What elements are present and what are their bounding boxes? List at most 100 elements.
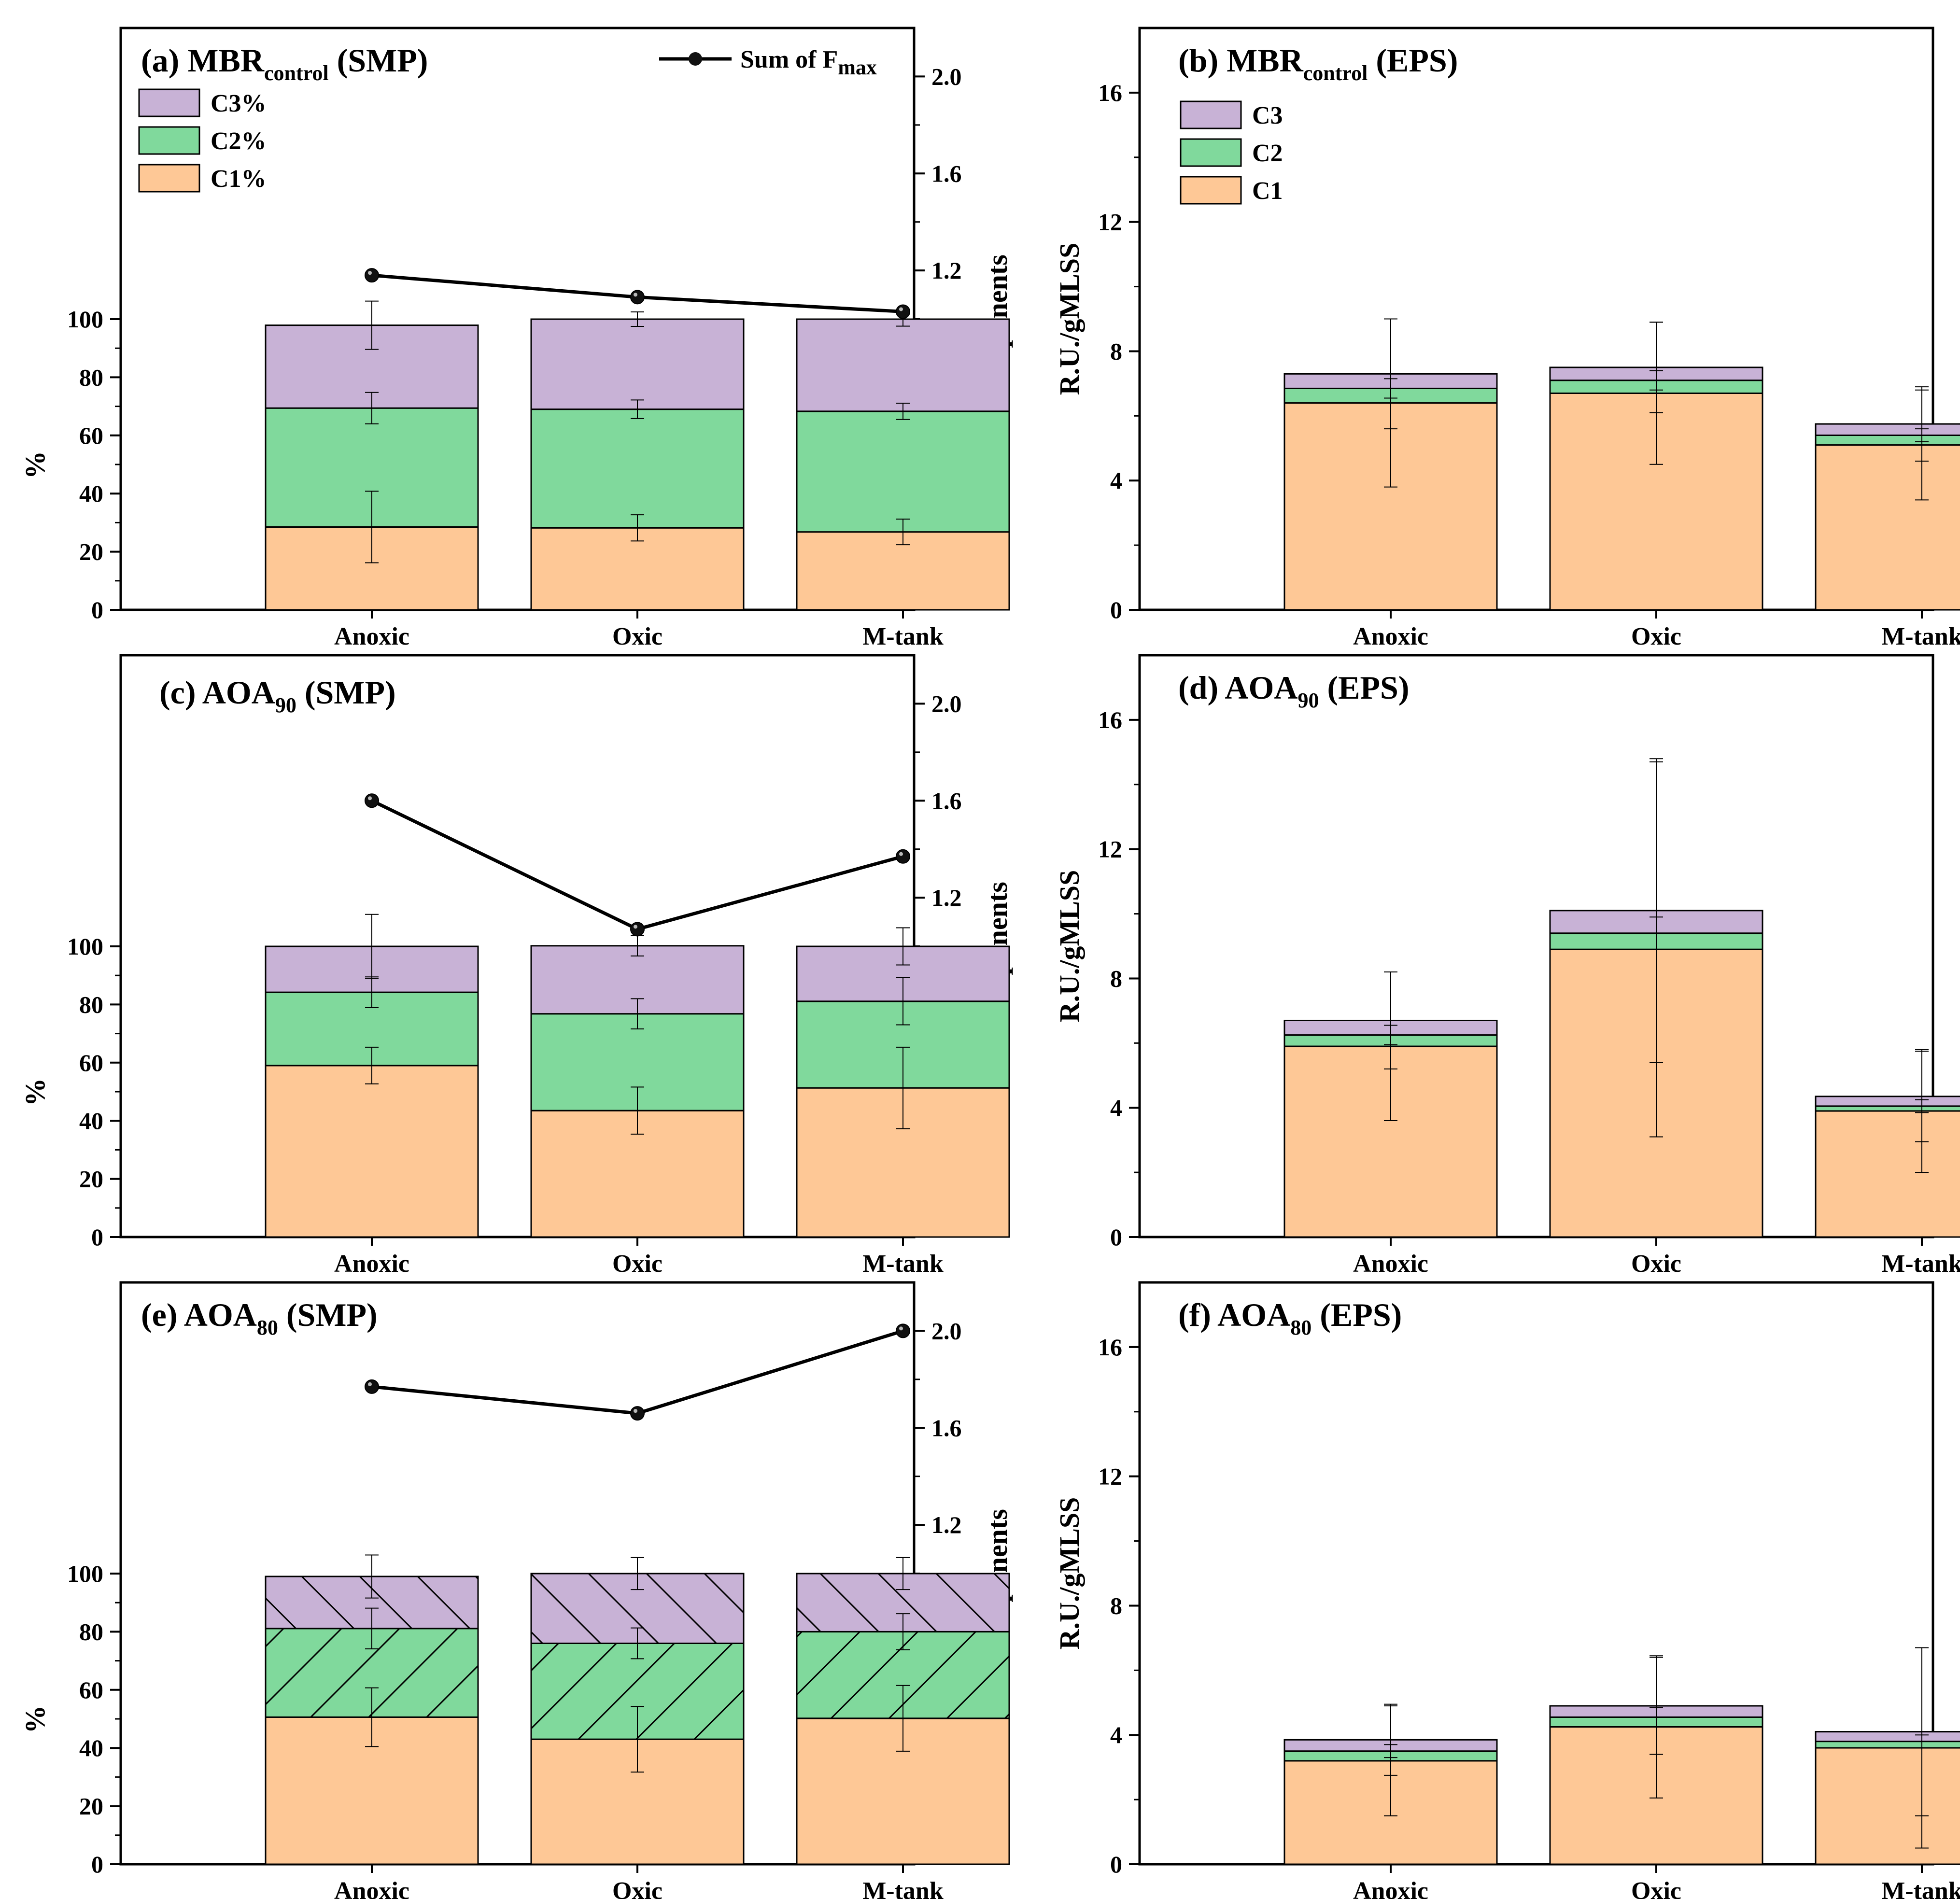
y2-tick-label: 2.0 <box>931 690 962 717</box>
y-tick-label: 40 <box>79 1107 103 1134</box>
bar-c3pct <box>796 318 1010 412</box>
y-tick-label: 0 <box>91 1851 103 1878</box>
x-tick-label: M-tank <box>1881 623 1960 650</box>
bar-c1 <box>1815 444 1960 611</box>
legend-line-main: Sum of F <box>740 46 838 73</box>
x-tick-label: Oxic <box>612 623 663 650</box>
y-tick-label: 20 <box>79 538 103 565</box>
sum-point <box>896 849 910 864</box>
title-main: (a) MBR <box>141 42 265 79</box>
x-tick-label: M-tank <box>1881 1250 1960 1278</box>
x-tick-label: Anoxic <box>334 623 409 650</box>
y-tick-label: 8 <box>1110 1592 1122 1619</box>
legend-swatch <box>138 88 200 117</box>
y-tick-label: 100 <box>67 933 103 960</box>
legend-swatch <box>1180 100 1242 129</box>
y-tick-label: 20 <box>79 1166 103 1193</box>
legend-label: C2% <box>211 127 267 155</box>
y-tick-label: 4 <box>1110 1094 1122 1121</box>
legend-line-sub: max <box>838 56 877 79</box>
y2-tick-label: 2.0 <box>931 63 962 90</box>
legend-swatch <box>1180 176 1242 205</box>
y2-tick-label: 1.6 <box>931 1414 962 1441</box>
y-tick-label: 0 <box>1110 596 1122 623</box>
panel-title: (c) AOA90 (SMP) <box>159 674 396 717</box>
legend-swatch <box>1180 138 1242 167</box>
title-main: (f) AOA <box>1178 1296 1290 1333</box>
y-tick-label: 16 <box>1098 1334 1122 1361</box>
plot-frame <box>119 1281 916 1866</box>
y2-tick-label: 1.6 <box>931 160 962 187</box>
title-subscript: 80 <box>1290 1316 1311 1339</box>
legend-label: C3% <box>211 90 267 117</box>
y-tick-label: 4 <box>1110 467 1122 494</box>
plot-frame <box>119 654 916 1238</box>
title-subscript: 90 <box>275 693 296 717</box>
x-tick-label: M-tank <box>862 1877 944 1899</box>
title-tail: (SMP) <box>278 1296 378 1333</box>
bar-c3 <box>1815 1096 1960 1107</box>
y2-tick-label: 1.2 <box>931 257 962 284</box>
bar-c1pct <box>530 527 745 611</box>
title-main: (c) AOA <box>159 674 275 711</box>
sum-point <box>896 304 910 319</box>
legend-label: C1% <box>211 165 267 193</box>
y2-tick-label: 2.0 <box>931 1317 962 1344</box>
y-tick-label: 12 <box>1098 836 1122 863</box>
plot-frame <box>1138 654 1934 1238</box>
x-tick-label: Anoxic <box>1353 1877 1428 1899</box>
bar-c1pct <box>265 1065 479 1238</box>
legend-swatch <box>138 164 200 193</box>
title-tail: (EPS) <box>1319 669 1409 706</box>
x-tick-label: Oxic <box>1631 623 1681 650</box>
sum-point <box>365 1379 379 1394</box>
y-axis-label: R.U./gMLSS <box>1054 1497 1085 1650</box>
title-subscript: control <box>264 61 329 85</box>
panel-d: 0 4 8 12 16 R.U./gMLSS Anoxic Oxic M-tank (d) AOA… <box>1054 654 1960 1278</box>
title-subscript: 80 <box>257 1316 278 1339</box>
y-axis-label: % <box>19 1705 51 1733</box>
x-tick-label: Anoxic <box>1353 1250 1428 1278</box>
y-tick-label: 60 <box>79 422 103 449</box>
y-axis-label: R.U./gMLSS <box>1054 243 1085 395</box>
title-tail: (SMP) <box>329 42 428 79</box>
plot-frame <box>1138 27 1934 611</box>
x-tick-label: M-tank <box>862 623 944 650</box>
title-tail: (EPS) <box>1368 42 1458 79</box>
y-axis-label: R.U./gMLSS <box>1054 870 1085 1023</box>
y-tick-label: 0 <box>1110 1851 1122 1878</box>
sum-point <box>896 1323 910 1338</box>
x-tick-label: M-tank <box>1881 1877 1960 1899</box>
title-subscript: control <box>1303 61 1368 85</box>
sum-point <box>630 290 645 305</box>
y-tick-label: 16 <box>1098 79 1122 106</box>
y-axis-label: % <box>19 1078 51 1106</box>
y-tick-label: 0 <box>1110 1224 1122 1251</box>
y-tick-label: 8 <box>1110 965 1122 992</box>
title-subscript: 90 <box>1297 689 1319 712</box>
sum-point-highlight <box>368 796 372 801</box>
y-tick-label: 0 <box>91 1224 103 1251</box>
sum-point-highlight <box>899 1326 903 1331</box>
x-tick-label: Oxic <box>1631 1877 1681 1899</box>
y-tick-label: 100 <box>67 1560 103 1587</box>
y-tick-label: 16 <box>1098 706 1122 733</box>
panel-f: 0 4 8 12 16 R.U./gMLSS Anoxic Oxic M-tank (f) AOA… <box>1054 1281 1960 1899</box>
bar-c3 <box>1815 423 1960 436</box>
plot-frame <box>1138 1281 1934 1866</box>
bar-c2pct <box>530 408 745 529</box>
sum-line <box>371 799 903 931</box>
y2-tick-label: 1.6 <box>931 787 962 814</box>
bar-c1 <box>1815 1747 1960 1865</box>
sum-line <box>371 1329 904 1415</box>
y-tick-label: 20 <box>79 1793 103 1820</box>
bar-c2 <box>1815 435 1960 446</box>
x-tick-label: Anoxic <box>334 1877 409 1899</box>
y-tick-label: 100 <box>67 306 103 333</box>
y-tick-label: 12 <box>1098 1463 1122 1490</box>
legend-label: C3 <box>1252 102 1283 129</box>
sum-point-highlight <box>899 307 903 311</box>
y2-tick-label: 1.2 <box>931 884 962 911</box>
